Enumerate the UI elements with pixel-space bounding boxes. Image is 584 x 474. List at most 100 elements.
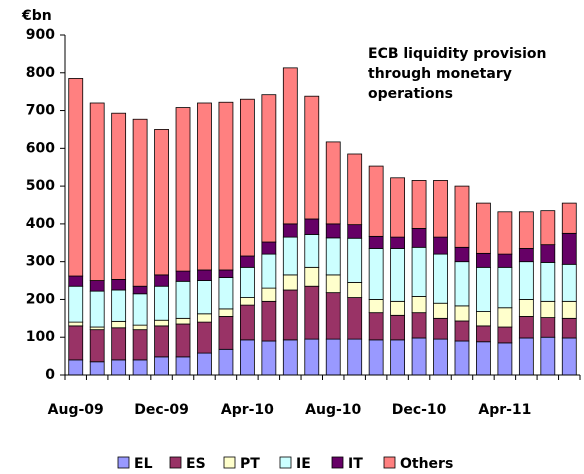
bar-segment bbox=[390, 314, 406, 341]
bar-segment bbox=[218, 308, 234, 317]
bar-segment bbox=[390, 248, 406, 302]
bar-segment bbox=[390, 236, 406, 249]
bar-segment bbox=[390, 300, 406, 316]
bar-segment bbox=[197, 269, 212, 281]
y-tick-label: 200 bbox=[26, 291, 55, 307]
bar-segment bbox=[347, 224, 363, 239]
bar-segment bbox=[476, 202, 491, 254]
y-tick-label: 800 bbox=[26, 65, 55, 81]
y-tick-label: 900 bbox=[26, 27, 55, 43]
bar-segment bbox=[304, 218, 320, 235]
bar-segment bbox=[454, 340, 470, 376]
legend-swatch bbox=[279, 456, 292, 469]
bar-segment bbox=[239, 266, 255, 298]
bar-segment bbox=[154, 274, 169, 287]
legend-label: EL bbox=[134, 456, 153, 472]
bar-segment bbox=[111, 289, 127, 322]
bar-segment bbox=[325, 274, 341, 294]
legend-label: IT bbox=[348, 456, 363, 472]
bar-segment bbox=[433, 236, 448, 255]
bar-segment bbox=[454, 305, 470, 322]
bar-segment bbox=[497, 211, 513, 255]
bar-segment bbox=[497, 307, 513, 328]
bar-segment bbox=[132, 359, 148, 376]
bar-segment bbox=[433, 338, 448, 376]
bar-segment bbox=[197, 321, 212, 354]
bar-segment bbox=[239, 297, 255, 306]
bar-segment bbox=[561, 300, 577, 319]
bar-segment bbox=[540, 300, 556, 318]
bar-segment bbox=[261, 340, 277, 376]
bar-segment bbox=[132, 293, 148, 326]
bar-segment bbox=[497, 266, 513, 309]
bar-segment bbox=[239, 98, 255, 257]
bar-segment bbox=[282, 236, 298, 276]
bar-segment bbox=[476, 325, 491, 343]
bar-segment bbox=[304, 338, 320, 376]
bar-segment bbox=[368, 235, 384, 249]
bar-segment bbox=[111, 327, 127, 361]
legend-label: Others bbox=[400, 456, 453, 472]
bar-segment bbox=[132, 118, 148, 287]
bar-segment bbox=[518, 261, 534, 300]
legend-swatch bbox=[169, 456, 182, 469]
bar-segment bbox=[304, 95, 320, 220]
bar-segment bbox=[368, 165, 384, 237]
x-tick-label: Dec-10 bbox=[392, 402, 447, 418]
bar-segment bbox=[261, 94, 277, 243]
bar-segment bbox=[154, 319, 169, 327]
bar-segment bbox=[518, 211, 534, 249]
bar-segment bbox=[476, 341, 491, 376]
bar-segment bbox=[154, 356, 169, 376]
bar-segment bbox=[111, 112, 127, 280]
bar-segment bbox=[411, 296, 427, 314]
y-tick-label: 400 bbox=[26, 216, 55, 232]
legend-label: IE bbox=[296, 456, 311, 472]
bar-segment bbox=[68, 325, 84, 361]
bar-segment bbox=[368, 299, 384, 314]
bar-segment bbox=[433, 302, 448, 319]
bar-segment bbox=[154, 129, 169, 276]
bar-segment bbox=[325, 292, 341, 340]
y-tick-label: 300 bbox=[26, 254, 55, 270]
bar-segment bbox=[68, 78, 84, 277]
bar-segment bbox=[347, 297, 363, 340]
bar-segment bbox=[518, 248, 534, 263]
bar-segment bbox=[154, 285, 169, 321]
bar-segment bbox=[454, 185, 470, 248]
bar-segment bbox=[218, 101, 234, 271]
bar-segment bbox=[411, 180, 427, 229]
bar-segment bbox=[282, 274, 298, 291]
bar-segment bbox=[239, 255, 255, 268]
bar-segment bbox=[347, 282, 363, 298]
bar-segment bbox=[68, 321, 84, 327]
bar-segment bbox=[561, 337, 577, 376]
bar-segment bbox=[411, 246, 427, 297]
bar-segment bbox=[175, 356, 191, 376]
bar-segment bbox=[111, 359, 127, 376]
bar-segment bbox=[540, 244, 556, 263]
legend-label: ES bbox=[186, 456, 206, 472]
legend-swatch bbox=[117, 456, 130, 469]
x-tick-label: Dec-09 bbox=[134, 402, 189, 418]
bar-segment bbox=[540, 262, 556, 302]
bar-segment bbox=[497, 326, 513, 344]
bar-segment bbox=[282, 223, 298, 238]
bar-segment bbox=[325, 338, 341, 376]
bar-segment bbox=[197, 280, 212, 315]
bar-segment bbox=[261, 253, 277, 289]
x-tick-label: Apr-10 bbox=[221, 402, 274, 418]
bar-segment bbox=[411, 337, 427, 376]
bar-segment bbox=[390, 339, 406, 376]
y-tick-label: 600 bbox=[26, 140, 55, 156]
bar-segment bbox=[197, 313, 212, 323]
bar-segment bbox=[111, 279, 127, 291]
bar-segment bbox=[518, 299, 534, 317]
legend-swatch bbox=[383, 456, 396, 469]
bar-segment bbox=[368, 248, 384, 300]
bar-segment bbox=[433, 253, 448, 304]
bar-segment bbox=[540, 336, 556, 376]
bar-segment bbox=[347, 153, 363, 226]
